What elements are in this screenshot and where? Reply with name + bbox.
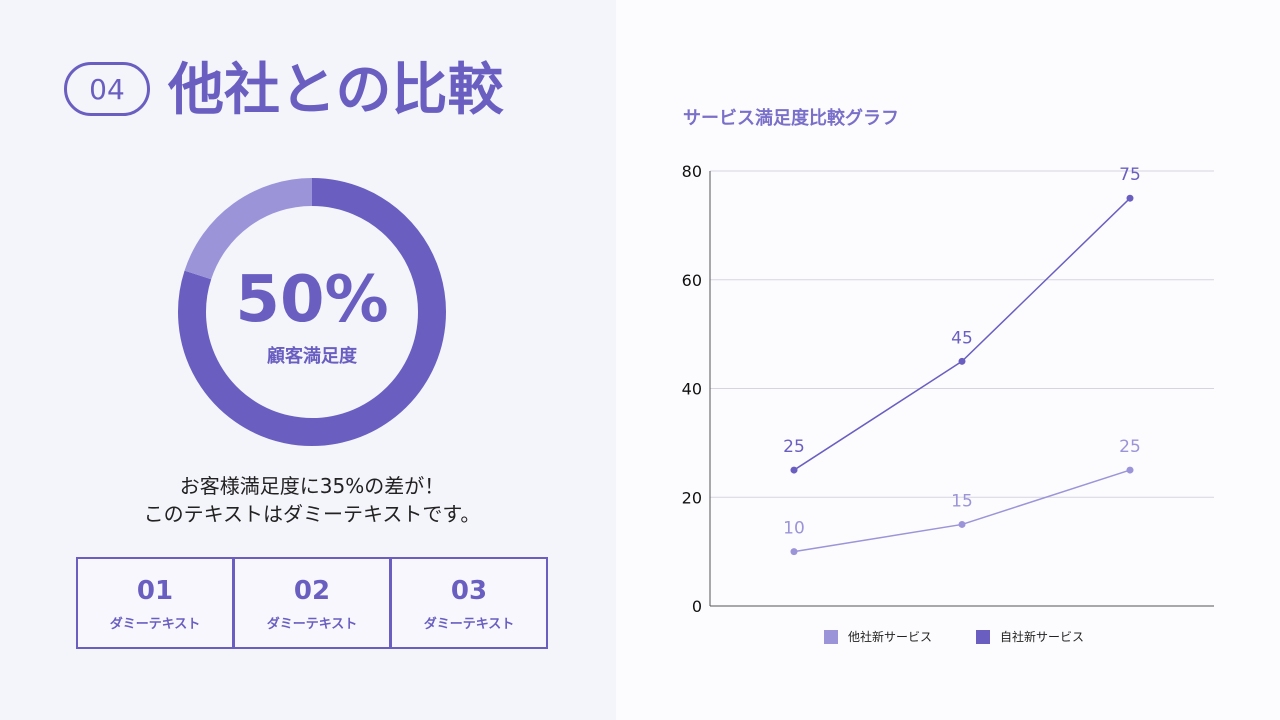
legend-label: 他社新サービス (848, 630, 933, 644)
donut-value: 50% (235, 263, 389, 337)
data-point (958, 520, 966, 528)
legend-label: 自社新サービス (1000, 630, 1085, 644)
feature-box-3: 03 ダミーテキスト (390, 557, 548, 649)
feature-boxes: 01 ダミーテキスト 02 ダミーテキスト 03 ダミーテキスト (76, 557, 548, 649)
message: お客様満足度に35%の差が！ このテキストはダミーテキストです。 (60, 472, 564, 528)
data-label: 10 (783, 519, 805, 539)
chart-legend: 他社新サービス 自社新サービス (824, 628, 1128, 645)
data-point (1126, 194, 1134, 202)
feature-box-1: 01 ダミーテキスト (76, 557, 234, 649)
message-line-2: このテキストはダミーテキストです。 (143, 502, 481, 526)
box-label: ダミーテキスト (266, 617, 358, 632)
message-line-1: お客様満足度に35%の差が！ (179, 474, 445, 498)
legend-item-others: 他社新サービス (824, 628, 932, 645)
y-tick-label: 0 (692, 597, 702, 616)
data-label: 25 (1119, 437, 1141, 457)
donut-segment-2 (184, 178, 313, 280)
y-tick-label: 60 (682, 271, 702, 290)
legend-swatch (824, 629, 838, 644)
data-point (790, 548, 798, 556)
box-number: 02 (293, 576, 331, 606)
data-point (790, 466, 798, 474)
box-label: ダミーテキスト (109, 617, 201, 632)
legend-swatch (976, 629, 991, 644)
chart-title: サービス満足度比較グラフ (683, 108, 899, 129)
donut-segment-1 (178, 178, 446, 446)
section-number-badge: 04 (64, 62, 150, 116)
box-number: 03 (450, 576, 488, 606)
y-tick-label: 20 (682, 488, 702, 507)
line-chart: 0 20 40 60 80 10 15 25 25 45 75 (682, 162, 1214, 616)
data-label: 15 (951, 491, 973, 511)
legend-item-ours: 自社新サービス (976, 628, 1084, 645)
data-label: 75 (1119, 165, 1141, 185)
y-tick-label: 80 (682, 162, 702, 181)
y-tick-label: 40 (682, 380, 702, 399)
data-point (958, 357, 966, 365)
donut-label: 顧客満足度 (267, 346, 357, 367)
feature-box-2: 02 ダミーテキスト (233, 557, 391, 649)
donut-chart (178, 178, 446, 446)
data-label: 45 (951, 328, 973, 348)
box-number: 01 (136, 576, 174, 606)
box-label: ダミーテキスト (423, 617, 515, 632)
data-label: 25 (783, 437, 805, 457)
data-point (1126, 466, 1134, 474)
page-title: 他社との比較 (168, 58, 504, 123)
